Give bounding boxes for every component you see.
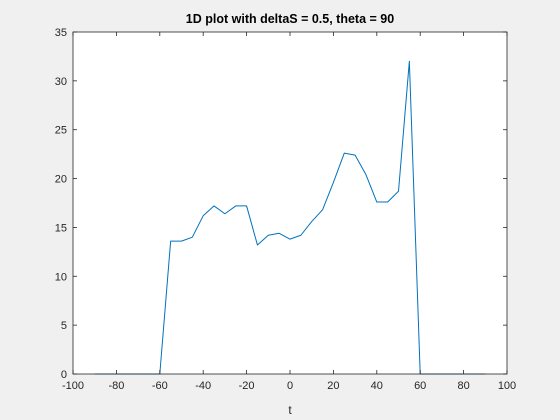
y-tick-label: 5 [61, 320, 67, 332]
x-tick-label: 0 [287, 380, 293, 392]
y-tick-label: 35 [55, 27, 67, 39]
y-tick-label: 25 [55, 125, 67, 137]
y-tick-label: 10 [55, 271, 67, 283]
x-tick-label: -20 [239, 380, 255, 392]
y-tick-label: 30 [55, 76, 67, 88]
x-tick-label: 40 [371, 380, 383, 392]
x-tick-label: -80 [108, 380, 124, 392]
x-tick-label: -100 [62, 380, 84, 392]
y-tick-label: 0 [61, 369, 67, 381]
y-ticks: 0 5 10 15 20 25 30 35 [55, 27, 507, 381]
x-ticks: -100 -80 -60 -40 -20 0 20 40 60 80 100 [62, 32, 516, 392]
x-tick-label: 20 [327, 380, 339, 392]
y-tick-label: 20 [55, 174, 67, 186]
x-tick-label: 80 [457, 380, 469, 392]
chart-title: 1D plot with deltaS = 0.5, theta = 90 [186, 12, 394, 26]
x-tick-label: 100 [498, 380, 516, 392]
x-tick-label: 60 [414, 380, 426, 392]
x-tick-label: -60 [152, 380, 168, 392]
y-tick-label: 15 [55, 222, 67, 234]
plot-area [73, 32, 507, 374]
x-tick-label: -40 [195, 380, 211, 392]
x-axis-label: t [288, 403, 292, 417]
